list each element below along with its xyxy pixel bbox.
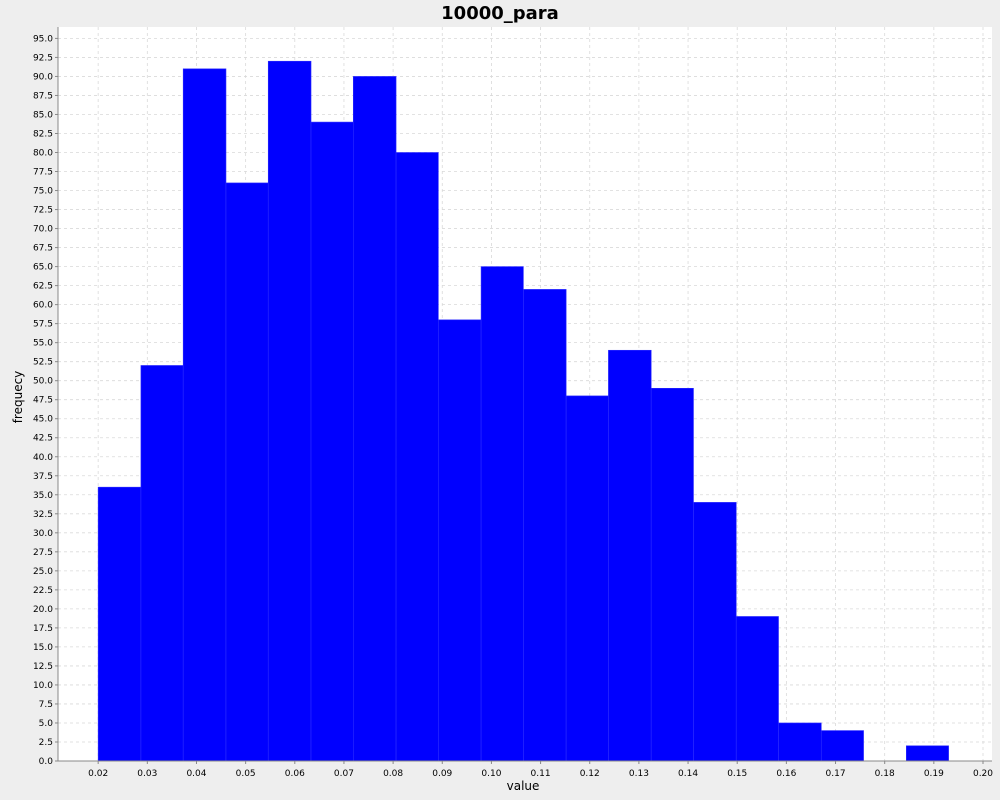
y-tick-label: 87.5 (33, 91, 53, 101)
y-tick-label: 20.0 (33, 605, 53, 615)
y-tick-label: 37.5 (33, 472, 53, 482)
y-tick-label: 12.5 (33, 662, 53, 672)
y-tick-label: 42.5 (33, 434, 53, 444)
y-tick-label: 0.0 (39, 757, 54, 767)
x-tick-label: 0.09 (432, 769, 452, 779)
histogram-bar (182, 68, 227, 762)
x-tick-label: 0.13 (629, 769, 649, 779)
x-tick-label: 0.16 (776, 769, 796, 779)
x-tick-label: 0.05 (236, 769, 256, 779)
y-tick-label: 55.0 (33, 339, 53, 349)
y-tick-label: 90.0 (33, 72, 53, 82)
axes (57, 27, 992, 762)
x-tick-label: 0.04 (186, 769, 206, 779)
chart-title: 10000_para (441, 3, 559, 24)
histogram-bar (778, 722, 822, 762)
histogram-bar (480, 266, 524, 762)
y-tick-label: 5.0 (39, 719, 54, 729)
y-axis-label: frequecy (11, 371, 25, 424)
histogram-bar (693, 502, 737, 762)
y-tick-label: 2.5 (39, 738, 53, 748)
y-tick-label: 77.5 (33, 168, 53, 178)
x-tick-label: 0.08 (383, 769, 403, 779)
x-axis-label: value (507, 779, 540, 793)
y-tick-label: 85.0 (33, 110, 53, 120)
y-tick-label: 47.5 (33, 396, 53, 406)
y-tick-label: 50.0 (33, 377, 53, 387)
histogram-bar (140, 365, 184, 762)
histogram-bar (97, 486, 142, 762)
x-tick-label: 0.12 (580, 769, 600, 779)
y-tick-label: 95.0 (33, 34, 53, 44)
histogram-bar (565, 395, 609, 762)
y-tick-label: 25.0 (33, 567, 53, 577)
y-tick-label: 40.0 (33, 453, 53, 463)
x-tick-label: 0.11 (531, 769, 551, 779)
histogram-bar (395, 152, 439, 762)
x-tick-label: 0.15 (727, 769, 747, 779)
x-axis-ticks: 0.02 0.03 0.04 0.05 0.06 0.07 0.08 0.09 0.10 0.11… (88, 761, 993, 779)
bars (97, 60, 949, 762)
x-tick-label: 0.02 (88, 769, 108, 779)
histogram-bar (352, 76, 397, 762)
x-tick-label: 0.07 (334, 769, 354, 779)
y-tick-label: 30.0 (33, 529, 53, 539)
x-tick-label: 0.10 (481, 769, 501, 779)
y-tick-label: 45.0 (33, 415, 53, 425)
y-tick-label: 92.5 (33, 53, 53, 63)
y-tick-label: 70.0 (33, 225, 53, 235)
y-tick-label: 35.0 (33, 491, 53, 501)
histogram-bar (650, 387, 694, 762)
x-tick-label: 0.03 (137, 769, 157, 779)
y-axis-ticks: 0.0 2.5 5.0 7.5 10.0 12.5 15.0 17.5 20.0 22.5 25.0… (33, 34, 58, 767)
y-tick-label: 67.5 (33, 244, 53, 254)
histogram-bar (608, 349, 652, 762)
histogram-bar (523, 289, 567, 762)
y-tick-label: 62.5 (33, 282, 53, 292)
y-tick-label: 52.5 (33, 358, 53, 368)
y-tick-label: 75.0 (33, 187, 53, 197)
histogram-bar (225, 182, 269, 762)
y-tick-label: 72.5 (33, 206, 53, 216)
y-tick-label: 17.5 (33, 624, 53, 634)
y-tick-label: 10.0 (33, 681, 53, 691)
x-tick-label: 0.20 (973, 769, 993, 779)
x-tick-label: 0.17 (826, 769, 846, 779)
y-tick-label: 32.5 (33, 510, 53, 520)
histogram-bar (820, 730, 864, 762)
histogram-bar (906, 745, 949, 762)
y-tick-label: 60.0 (33, 301, 53, 311)
x-tick-label: 0.06 (285, 769, 305, 779)
y-tick-label: 57.5 (33, 320, 53, 330)
x-tick-label: 0.14 (678, 769, 698, 779)
y-tick-label: 15.0 (33, 643, 53, 653)
histogram-bar (310, 121, 354, 762)
x-tick-label: 0.19 (924, 769, 944, 779)
y-tick-label: 82.5 (33, 129, 53, 139)
y-tick-label: 80.0 (33, 149, 53, 159)
histogram-bar (267, 60, 312, 762)
y-tick-label: 7.5 (39, 700, 53, 710)
y-tick-label: 22.5 (33, 586, 53, 596)
histogram-bar (735, 616, 779, 762)
y-tick-label: 27.5 (33, 548, 53, 558)
y-tick-label: 65.0 (33, 263, 53, 273)
x-tick-label: 0.18 (875, 769, 895, 779)
histogram-bar (438, 319, 482, 762)
